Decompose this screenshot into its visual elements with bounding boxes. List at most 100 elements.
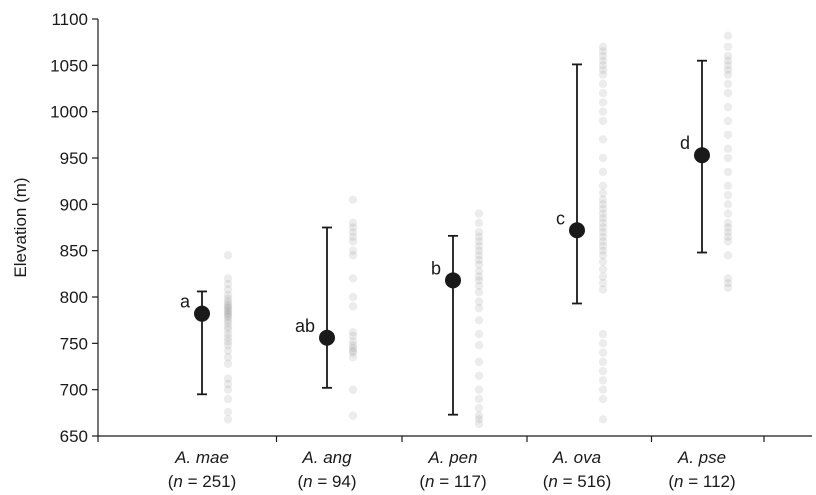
raw-observation-point [598, 265, 608, 274]
raw-observation-point [598, 329, 608, 339]
raw-observation-point [223, 311, 233, 320]
y-tick-label: 1050 [50, 56, 88, 75]
raw-observation-point [598, 181, 608, 190]
raw-observation-point [348, 274, 358, 283]
raw-observation-point [723, 181, 733, 190]
sample-size-symbol: n [548, 472, 557, 491]
mean-marker [694, 147, 710, 164]
sample-size-value: = 251) [183, 472, 236, 491]
raw-observation-point [723, 61, 733, 70]
group-letter: ab [295, 316, 315, 336]
raw-observation-point [598, 195, 608, 204]
raw-observation-point [598, 246, 608, 255]
raw-observation-point [348, 331, 358, 341]
y-tick-label: 750 [60, 334, 88, 353]
raw-observation-point [598, 223, 608, 232]
raw-observation-point [474, 241, 484, 251]
raw-observation-point [598, 70, 608, 79]
y-axis-title: Elevation (m) [11, 177, 30, 277]
raw-observation-point [348, 292, 358, 302]
raw-observation-point [223, 315, 233, 325]
raw-observation-point [223, 415, 233, 424]
raw-observation-point [598, 272, 608, 281]
raw-observation-point [598, 385, 608, 394]
sample-size-symbol: n [173, 472, 182, 491]
raw-observation-point [474, 218, 484, 228]
category-sample-size: (n = 251) [168, 472, 237, 491]
raw-observation-point [598, 65, 608, 75]
y-axis-ticks: 650 700 750 800 850 900 950 1000 1050 1100 [50, 10, 98, 446]
sample-size-value: = 516) [558, 472, 611, 491]
y-tick-label: 650 [60, 427, 88, 446]
raw-observation-point [474, 385, 484, 394]
raw-observation-point [223, 340, 233, 350]
raw-observation-point [223, 359, 233, 368]
sample-size-symbol: n [425, 472, 434, 491]
raw-observation-point [348, 385, 358, 394]
raw-observation-point [598, 366, 608, 376]
raw-observation-point [223, 322, 233, 331]
raw-observation-point [348, 411, 358, 420]
raw-observation-point [348, 302, 358, 311]
raw-observation-point [598, 42, 608, 51]
raw-observation-point [598, 47, 608, 56]
raw-observation-point [474, 251, 484, 260]
raw-observation-point [348, 337, 358, 346]
mean-marker [194, 305, 210, 322]
raw-observation-point [598, 218, 608, 228]
raw-observation-point [223, 385, 233, 394]
raw-observation-point [223, 353, 233, 362]
raw-observation-point [474, 237, 484, 246]
raw-observation-point [474, 371, 484, 380]
category-labels: A. mae(n = 251)A. ang(n = 94)A. pen(n = … [168, 448, 736, 491]
category-sample-size: (n = 117) [419, 472, 486, 491]
raw-observation-point [598, 204, 608, 214]
y-tick-label: 1100 [51, 10, 88, 29]
raw-observation-point [723, 88, 733, 98]
raw-observation-point [598, 227, 608, 237]
y-tick-label: 950 [60, 149, 88, 168]
y-tick-label: 1000 [50, 103, 88, 122]
raw-observation-point [723, 116, 733, 126]
raw-observation-point [223, 394, 233, 404]
mean-markers [194, 147, 710, 346]
y-tick-label: 700 [60, 381, 88, 400]
raw-observation-point [348, 237, 358, 246]
raw-observation-point [598, 200, 608, 209]
raw-observation-point [598, 167, 608, 177]
raw-observation-point [223, 297, 233, 306]
raw-observation-point [223, 302, 233, 311]
raw-observation-point [223, 279, 233, 289]
raw-observation-point [723, 274, 733, 283]
raw-observation-point [474, 315, 484, 325]
raw-observation-point [723, 79, 733, 89]
sample-size-value: = 94) [313, 472, 357, 491]
category-sample-size: (n = 112) [668, 472, 735, 491]
raw-observation-point [598, 153, 608, 163]
raw-observation-point [348, 348, 358, 357]
raw-observation-point [598, 116, 608, 126]
raw-observation-point [723, 153, 733, 163]
raw-observation-point [723, 218, 733, 228]
raw-observation-point [598, 189, 608, 198]
raw-observation-point [348, 227, 358, 237]
raw-observation-point [598, 394, 608, 404]
raw-observation-point [348, 346, 358, 355]
raw-observation-point [348, 353, 358, 362]
raw-observation-point [474, 227, 484, 237]
raw-observations [223, 31, 733, 429]
raw-observation-point [598, 209, 608, 218]
raw-observation-point [723, 65, 733, 75]
raw-observation-point [723, 102, 733, 112]
y-tick-label: 800 [60, 288, 88, 307]
raw-observation-point [723, 130, 733, 140]
group-letter: c [556, 208, 565, 228]
sample-size-open: ( [668, 472, 674, 491]
raw-observation-point [474, 288, 484, 297]
raw-observation-point [598, 98, 608, 107]
raw-observation-point [223, 374, 233, 383]
raw-observation-point [474, 357, 484, 367]
raw-observation-point [223, 407, 233, 417]
x-axis-ticks [97, 436, 765, 442]
raw-observation-point [723, 209, 733, 218]
